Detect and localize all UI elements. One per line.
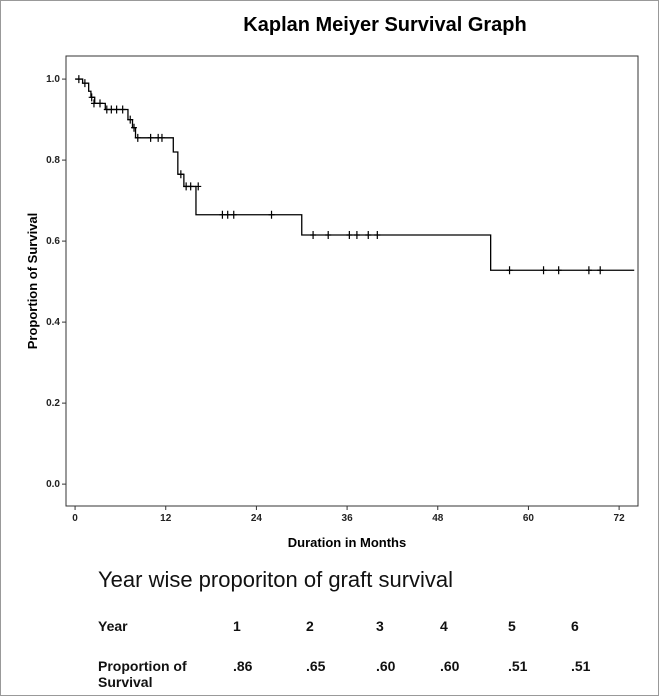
censor-mark bbox=[75, 75, 82, 84]
survival-curve bbox=[75, 78, 635, 271]
table-cell: .86 bbox=[233, 658, 253, 674]
censor-mark bbox=[310, 231, 317, 240]
censor-mark bbox=[119, 105, 126, 114]
censor-mark bbox=[113, 105, 120, 114]
censor-mark bbox=[97, 99, 104, 108]
censor-mark bbox=[325, 231, 332, 240]
x-tick-label: 72 bbox=[614, 513, 626, 524]
x-tick-label: 48 bbox=[432, 513, 444, 524]
row-header: Year bbox=[98, 618, 128, 634]
plot-frame bbox=[65, 55, 639, 507]
chart-title: Kaplan Meiyer Survival Graph bbox=[243, 14, 526, 36]
censor-mark bbox=[268, 210, 275, 219]
table-cell: 6 bbox=[571, 618, 579, 634]
censor-mark bbox=[108, 105, 115, 114]
table-cell: .51 bbox=[508, 658, 528, 674]
censor-mark bbox=[177, 170, 184, 179]
y-tick-label: 0.6 bbox=[46, 236, 60, 247]
censor-mark bbox=[555, 266, 562, 275]
censor-mark bbox=[81, 79, 88, 88]
censor-mark bbox=[230, 210, 237, 219]
y-axis-label: Proportion of Survival bbox=[25, 213, 40, 350]
y-tick-label: 0.8 bbox=[46, 155, 60, 166]
chart: Kaplan Meiyer Survival Graph Duration in… bbox=[25, 14, 639, 550]
censor-mark bbox=[134, 133, 141, 142]
censor-mark bbox=[374, 231, 381, 240]
table-cell: .60 bbox=[440, 658, 460, 674]
censor-mark bbox=[147, 133, 154, 142]
censor-mark bbox=[187, 182, 194, 191]
censor-mark bbox=[195, 182, 202, 191]
table-cell: 3 bbox=[376, 618, 384, 634]
censor-mark bbox=[219, 210, 226, 219]
x-axis-label: Duration in Months bbox=[288, 535, 406, 550]
y-tick-label: 1.0 bbox=[46, 74, 60, 85]
table-cell: 2 bbox=[306, 618, 314, 634]
censor-mark bbox=[224, 210, 231, 219]
table-cell: 1 bbox=[233, 618, 241, 634]
y-tick-label: 0.0 bbox=[46, 479, 60, 490]
table-title: Year wise proporiton of graft survival bbox=[98, 567, 454, 592]
censor-mark bbox=[365, 231, 372, 240]
x-tick-label: 12 bbox=[160, 513, 172, 524]
censor-mark bbox=[90, 99, 97, 108]
x-tick-label: 36 bbox=[342, 513, 354, 524]
y-tick-label: 0.4 bbox=[46, 317, 60, 328]
censor-mark bbox=[585, 266, 592, 275]
censor-mark bbox=[88, 93, 95, 102]
x-tick-label: 24 bbox=[251, 513, 263, 524]
row-header: Proportion of Survival bbox=[98, 658, 187, 690]
censor-mark bbox=[506, 266, 513, 275]
table-cell: .51 bbox=[571, 658, 591, 674]
y-tick-label: 0.2 bbox=[46, 398, 60, 409]
censor-mark bbox=[346, 231, 353, 240]
censor-mark bbox=[540, 266, 547, 275]
censor-mark bbox=[158, 133, 165, 142]
x-tick-label: 0 bbox=[72, 513, 78, 524]
table-cell: 4 bbox=[440, 618, 448, 634]
table-cell: .65 bbox=[306, 658, 326, 674]
table-cell: .60 bbox=[376, 658, 396, 674]
censor-mark bbox=[353, 231, 360, 240]
censor-mark bbox=[597, 266, 604, 275]
censor-mark bbox=[127, 115, 134, 124]
x-tick-label: 60 bbox=[523, 513, 535, 524]
table-cell: 5 bbox=[508, 618, 516, 634]
censor-mark bbox=[131, 123, 138, 132]
